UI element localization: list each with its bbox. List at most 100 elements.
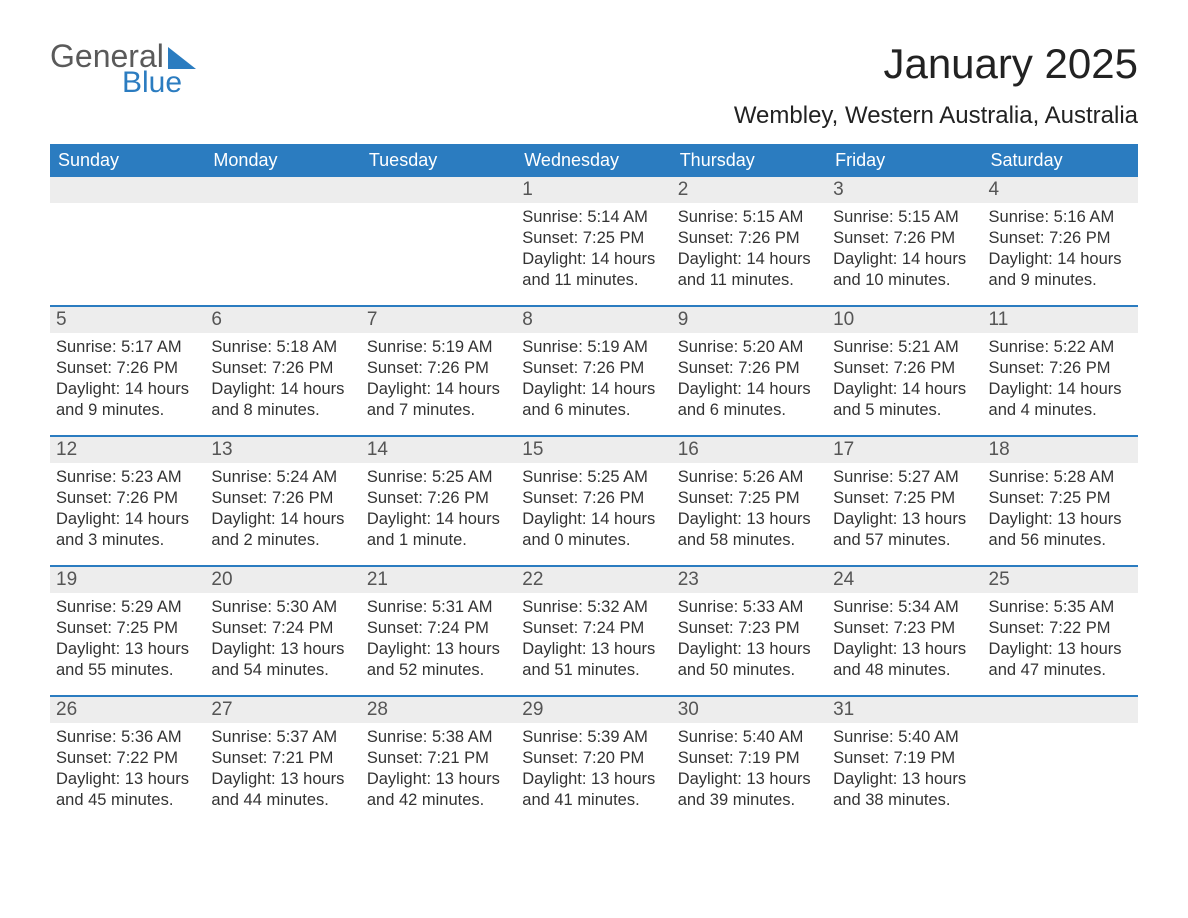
day-details: Sunrise: 5:25 AMSunset: 7:26 PMDaylight:…	[361, 463, 516, 563]
daylight-line-2: and 45 minutes.	[56, 790, 199, 811]
day-number	[50, 177, 205, 203]
daylight-line-2: and 2 minutes.	[211, 530, 354, 551]
day-number: 7	[361, 307, 516, 333]
day-details: Sunrise: 5:31 AMSunset: 7:24 PMDaylight:…	[361, 593, 516, 693]
sunrise-line: Sunrise: 5:32 AM	[522, 597, 665, 618]
calendar-cell: 1Sunrise: 5:14 AMSunset: 7:25 PMDaylight…	[516, 177, 671, 305]
daylight-line-1: Daylight: 14 hours	[211, 509, 354, 530]
sunset-line: Sunset: 7:26 PM	[989, 228, 1132, 249]
day-number: 29	[516, 697, 671, 723]
sunrise-line: Sunrise: 5:39 AM	[522, 727, 665, 748]
calendar-cell: 26Sunrise: 5:36 AMSunset: 7:22 PMDayligh…	[50, 697, 205, 825]
daylight-line-2: and 1 minute.	[367, 530, 510, 551]
day-number: 24	[827, 567, 982, 593]
daylight-line-1: Daylight: 13 hours	[522, 639, 665, 660]
sunset-line: Sunset: 7:22 PM	[56, 748, 199, 769]
day-number: 11	[983, 307, 1138, 333]
daylight-line-1: Daylight: 14 hours	[833, 379, 976, 400]
day-details: Sunrise: 5:17 AMSunset: 7:26 PMDaylight:…	[50, 333, 205, 433]
daylight-line-1: Daylight: 13 hours	[211, 769, 354, 790]
sunset-line: Sunset: 7:21 PM	[211, 748, 354, 769]
sunrise-line: Sunrise: 5:22 AM	[989, 337, 1132, 358]
calendar-cell: 2Sunrise: 5:15 AMSunset: 7:26 PMDaylight…	[672, 177, 827, 305]
day-number: 10	[827, 307, 982, 333]
weekday-header-row: Sunday Monday Tuesday Wednesday Thursday…	[50, 144, 1138, 177]
calendar-cell: 19Sunrise: 5:29 AMSunset: 7:25 PMDayligh…	[50, 567, 205, 695]
day-number: 30	[672, 697, 827, 723]
sunset-line: Sunset: 7:21 PM	[367, 748, 510, 769]
daylight-line-2: and 44 minutes.	[211, 790, 354, 811]
daylight-line-1: Daylight: 13 hours	[56, 769, 199, 790]
sunset-line: Sunset: 7:26 PM	[367, 488, 510, 509]
sunrise-line: Sunrise: 5:18 AM	[211, 337, 354, 358]
logo: General Blue	[50, 40, 196, 98]
weekday-header: Tuesday	[361, 144, 516, 177]
daylight-line-1: Daylight: 14 hours	[56, 509, 199, 530]
sunset-line: Sunset: 7:26 PM	[678, 228, 821, 249]
sunset-line: Sunset: 7:25 PM	[678, 488, 821, 509]
day-number	[361, 177, 516, 203]
calendar-cell: 31Sunrise: 5:40 AMSunset: 7:19 PMDayligh…	[827, 697, 982, 825]
day-details: Sunrise: 5:37 AMSunset: 7:21 PMDaylight:…	[205, 723, 360, 823]
daylight-line-2: and 0 minutes.	[522, 530, 665, 551]
calendar-cell: 15Sunrise: 5:25 AMSunset: 7:26 PMDayligh…	[516, 437, 671, 565]
day-details: Sunrise: 5:40 AMSunset: 7:19 PMDaylight:…	[672, 723, 827, 823]
calendar-cell: 8Sunrise: 5:19 AMSunset: 7:26 PMDaylight…	[516, 307, 671, 435]
daylight-line-2: and 58 minutes.	[678, 530, 821, 551]
daylight-line-2: and 47 minutes.	[989, 660, 1132, 681]
sunset-line: Sunset: 7:25 PM	[989, 488, 1132, 509]
day-details: Sunrise: 5:22 AMSunset: 7:26 PMDaylight:…	[983, 333, 1138, 433]
daylight-line-2: and 51 minutes.	[522, 660, 665, 681]
day-details: Sunrise: 5:18 AMSunset: 7:26 PMDaylight:…	[205, 333, 360, 433]
weekday-header: Friday	[827, 144, 982, 177]
calendar-cell	[361, 177, 516, 305]
sunrise-line: Sunrise: 5:21 AM	[833, 337, 976, 358]
day-details: Sunrise: 5:27 AMSunset: 7:25 PMDaylight:…	[827, 463, 982, 563]
calendar-cell: 10 Sunrise: 5:21 AMSunset: 7:26 PMDayligh…	[827, 307, 982, 435]
day-details: Sunrise: 5:19 AMSunset: 7:26 PMDaylight:…	[361, 333, 516, 433]
day-number: 20	[205, 567, 360, 593]
sunset-line: Sunset: 7:26 PM	[522, 488, 665, 509]
daylight-line-2: and 7 minutes.	[367, 400, 510, 421]
day-number: 9	[672, 307, 827, 333]
day-details: Sunrise: 5:34 AMSunset: 7:23 PMDaylight:…	[827, 593, 982, 693]
sunrise-line: Sunrise: 5:25 AM	[522, 467, 665, 488]
day-number: 17	[827, 437, 982, 463]
calendar-cell: 22 Sunrise: 5:32 AMSunset: 7:24 PMDayligh…	[516, 567, 671, 695]
daylight-line-1: Daylight: 13 hours	[678, 639, 821, 660]
daylight-line-2: and 48 minutes.	[833, 660, 976, 681]
daylight-line-1: Daylight: 13 hours	[833, 769, 976, 790]
daylight-line-1: Daylight: 14 hours	[522, 249, 665, 270]
daylight-line-1: Daylight: 14 hours	[522, 509, 665, 530]
calendar-body: 1Sunrise: 5:14 AMSunset: 7:25 PMDaylight…	[50, 177, 1138, 825]
sunrise-line: Sunrise: 5:20 AM	[678, 337, 821, 358]
sunset-line: Sunset: 7:26 PM	[833, 358, 976, 379]
day-number: 18	[983, 437, 1138, 463]
weekday-header: Saturday	[983, 144, 1138, 177]
day-number: 14	[361, 437, 516, 463]
sunset-line: Sunset: 7:26 PM	[678, 358, 821, 379]
daylight-line-2: and 57 minutes.	[833, 530, 976, 551]
day-details: Sunrise: 5:38 AMSunset: 7:21 PMDaylight:…	[361, 723, 516, 823]
day-details: Sunrise: 5:36 AMSunset: 7:22 PMDaylight:…	[50, 723, 205, 823]
weekday-header: Monday	[205, 144, 360, 177]
sunrise-line: Sunrise: 5:19 AM	[522, 337, 665, 358]
daylight-line-2: and 42 minutes.	[367, 790, 510, 811]
daylight-line-1: Daylight: 14 hours	[833, 249, 976, 270]
day-number: 25	[983, 567, 1138, 593]
sunrise-line: Sunrise: 5:40 AM	[833, 727, 976, 748]
sunrise-line: Sunrise: 5:26 AM	[678, 467, 821, 488]
calendar-week: 12Sunrise: 5:23 AMSunset: 7:26 PMDayligh…	[50, 435, 1138, 565]
page-title: January 2025	[883, 40, 1138, 88]
sunrise-line: Sunrise: 5:24 AM	[211, 467, 354, 488]
daylight-line-1: Daylight: 13 hours	[367, 769, 510, 790]
daylight-line-2: and 4 minutes.	[989, 400, 1132, 421]
day-number: 28	[361, 697, 516, 723]
sunrise-line: Sunrise: 5:37 AM	[211, 727, 354, 748]
day-number: 22	[516, 567, 671, 593]
day-number: 12	[50, 437, 205, 463]
day-details: Sunrise: 5:25 AMSunset: 7:26 PMDaylight:…	[516, 463, 671, 563]
calendar-cell: 21Sunrise: 5:31 AMSunset: 7:24 PMDayligh…	[361, 567, 516, 695]
daylight-line-2: and 9 minutes.	[56, 400, 199, 421]
sunset-line: Sunset: 7:24 PM	[522, 618, 665, 639]
